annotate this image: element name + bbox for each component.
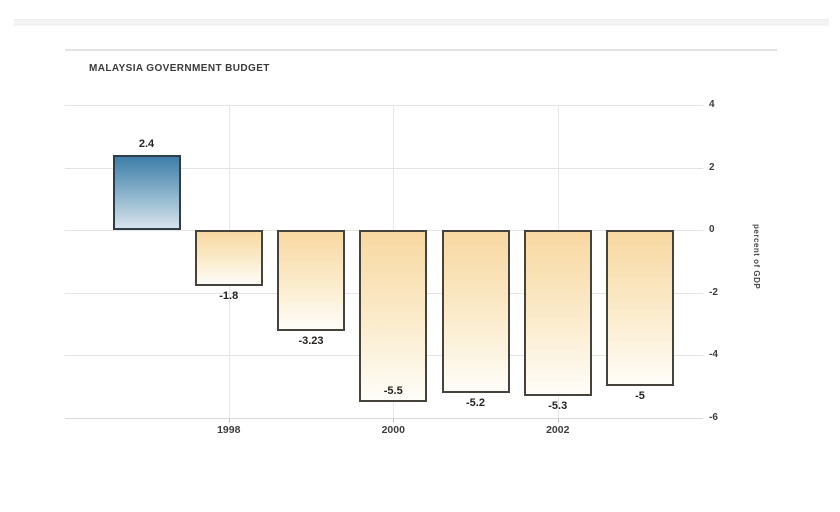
bar-value-label-2001: -5.2 [466,396,485,409]
bar-value-label-2002: -5.3 [548,399,568,412]
plot-area: 1998 2000 2002 4 2 0 -2 -4 -6 2.4 -1.8 -3.23 -5.5 -5.… [65,99,718,436]
chart-frame-top-rule [65,49,777,51]
y-tick-label-0: 0 [709,224,715,235]
bar-1999 [277,230,345,331]
x-tick-mark-2000 [393,417,395,423]
x-axis-baseline [65,417,703,419]
x-tick-label-2000: 2000 [381,423,405,436]
chart-title: MALAYSIA GOVERNMENT BUDGET [89,63,270,74]
y-tick-label-2: 2 [709,161,715,173]
bar-2003 [606,230,674,387]
x-tick-mark-2002 [557,417,559,423]
bar-value-label-1999: -3.23 [298,334,324,347]
top-divider [14,19,829,26]
bar-value-label-2003: -5 [635,390,645,403]
bar-2002 [523,230,592,396]
y-tick-label--6: -6 [709,411,718,423]
bar-value-label-1997: 2.4 [138,138,155,150]
bar-2000 [359,230,428,402]
gridline-h-2 [65,167,703,169]
x-tick-label-1998: 1998 [217,423,241,436]
bar-2001 [441,230,510,393]
gridline-h-4 [65,105,703,106]
x-tick-label-2002: 2002 [546,423,570,436]
bar-value-label-1998: -1.8 [219,290,239,303]
y-tick-label--4: -4 [709,349,718,360]
x-tick-mark-1998 [228,417,230,423]
bar-1998 [194,230,263,287]
bar-1997 [112,155,181,230]
y-tick-label--2: -2 [709,286,718,298]
y-axis-title: percent of GDP [752,224,761,290]
bar-value-label-2000: -5.5 [383,384,403,397]
y-tick-label-4: 4 [709,99,715,110]
